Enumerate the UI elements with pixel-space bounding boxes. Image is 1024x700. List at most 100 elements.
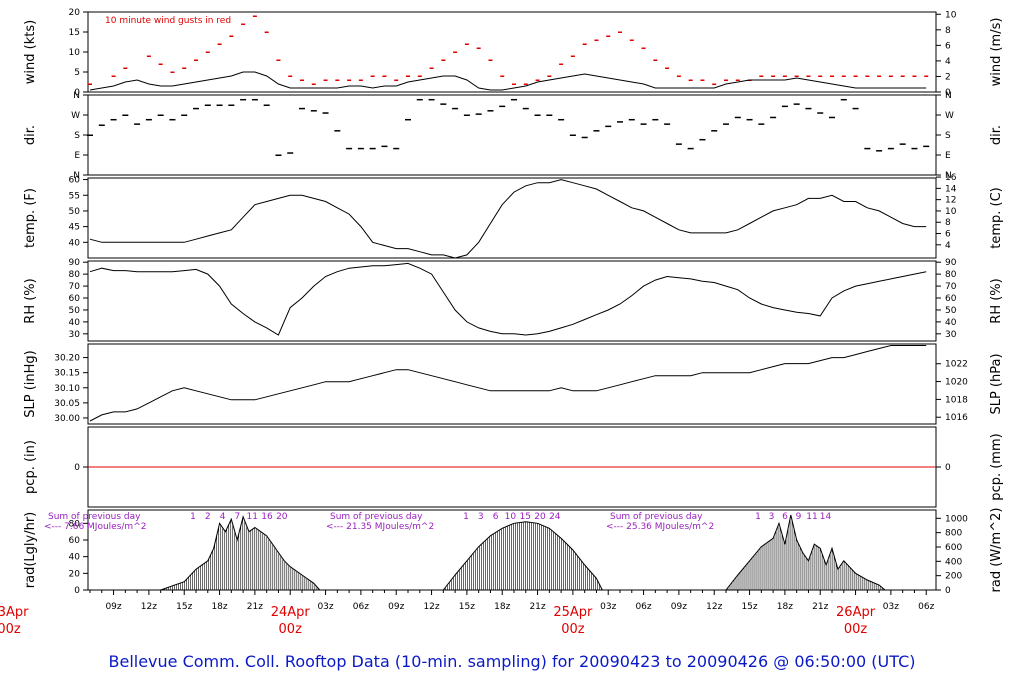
wind-direction-point	[817, 112, 824, 114]
rad-daily-sum-title: Sum of previous day	[610, 512, 703, 522]
time-tick-label: 18z	[777, 602, 793, 612]
wind-direction-point	[511, 98, 518, 101]
temp-right-tick-label: 4	[945, 241, 951, 251]
wind-direction-point	[275, 154, 282, 156]
radiation-outline	[160, 515, 321, 591]
wind-right-tick-label: 0	[945, 88, 951, 98]
dir-left-tick-label: N	[73, 91, 80, 101]
rad-hour-mark: 11	[806, 512, 817, 522]
wind-gust-point	[912, 75, 917, 77]
slp-right-axis-title: SLP (hPa)	[989, 353, 1004, 414]
rh-right-tick-label: 70	[945, 282, 957, 292]
wind-gust-point	[888, 75, 893, 77]
rad-hour-mark: 24	[549, 512, 561, 522]
wind-direction-point	[204, 104, 211, 106]
temp-left-axis-title: temp. (F)	[23, 188, 38, 248]
time-tick-label: 03z	[600, 602, 616, 612]
wind-direction-point	[322, 112, 329, 114]
time-tick-label: 21z	[247, 602, 263, 612]
rad-hour-mark: 3	[769, 512, 775, 522]
wind-direction-point	[287, 152, 294, 154]
wind-direction-point	[876, 150, 883, 152]
wind-direction-point	[405, 118, 412, 121]
rad-hour-mark: 20	[534, 512, 546, 522]
radiation-outline	[725, 514, 886, 591]
wind-gust-point	[806, 75, 811, 77]
rad-left-tick-label: 20	[69, 569, 81, 579]
temperature-line	[89, 179, 927, 259]
rad-left-tick-label: 40	[69, 553, 81, 563]
wind-direction-point	[852, 107, 859, 110]
wind-left-tick-label: 10	[69, 48, 81, 58]
wind-direction-point	[487, 110, 494, 112]
wind-direction-point	[134, 123, 141, 125]
wind-direction-point	[887, 147, 894, 150]
wind-direction-point	[240, 98, 247, 101]
wind-direction-point	[334, 130, 341, 132]
wind-gust-point	[441, 59, 446, 61]
wind-direction-point	[675, 143, 682, 145]
pcp-right-axis-title: pcp. (mm)	[989, 433, 1004, 500]
wind-direction-point	[617, 121, 624, 123]
dir-right-tick-label: E	[945, 151, 951, 161]
wind-right-tick-label: 6	[945, 41, 951, 51]
time-tick-day: 26Apr	[836, 605, 876, 620]
wind-gust-point	[488, 59, 493, 61]
dir-right-tick-label: N	[945, 91, 952, 101]
wind-gust-point	[453, 51, 458, 53]
pcp-right-tick-label: 0	[945, 463, 951, 473]
rad-hour-mark: 4	[220, 512, 226, 522]
rh-left-tick-label: 80	[69, 270, 81, 280]
wind-gust-point	[841, 75, 846, 77]
rh-panel	[87, 260, 937, 342]
wind-left-axis-title: wind (kts)	[23, 20, 38, 84]
slp-right-tick-label: 1016	[945, 413, 968, 423]
dir-left-tick-label: S	[74, 131, 80, 141]
time-tick-day: 24Apr	[271, 605, 311, 620]
wind-direction-point	[299, 107, 306, 110]
wind-direction-point	[593, 130, 600, 132]
rad-left-tick-label: 0	[74, 586, 80, 596]
rh-right-tick-label: 90	[945, 258, 957, 268]
wind-gust-point	[547, 75, 552, 77]
wind-direction-point	[687, 147, 694, 150]
dir-left-tick-label: N	[73, 171, 80, 181]
wind-direction-point	[628, 118, 635, 121]
wind-gust-point	[347, 79, 352, 81]
rh-right-tick-label: 50	[945, 306, 957, 316]
wind-gust-point	[900, 75, 905, 77]
wind-gust-point	[252, 15, 257, 17]
wind-direction-point	[263, 104, 270, 106]
rad-hour-mark: 2	[205, 512, 211, 522]
wind-gust-point	[782, 75, 787, 77]
wind-gust-point	[676, 75, 681, 77]
temp-right-tick-label: 16	[945, 173, 957, 183]
temp-left-tick-label: 40	[69, 238, 81, 248]
wind-gust-point	[217, 43, 222, 45]
temp-right-tick-label: 6	[945, 230, 951, 240]
temp-right-tick-label: 10	[945, 207, 957, 217]
wind-gust-point	[205, 51, 210, 53]
wind-gust-point	[276, 59, 281, 61]
rh-right-tick-label: 30	[945, 330, 957, 340]
wind-direction-point	[452, 107, 459, 110]
rad-right-tick-label: 400	[945, 557, 962, 567]
wind-gust-point	[500, 75, 505, 77]
time-tick-label: 12z	[141, 602, 157, 612]
wind-gust-point	[311, 83, 316, 85]
temp-left-tick-label: 50	[69, 207, 81, 217]
rad-left-tick-label: 80	[69, 519, 81, 529]
dir-right-tick-label: W	[945, 111, 954, 121]
wind-direction-point	[522, 107, 529, 110]
wind-direction-point	[840, 98, 847, 101]
wind-gust-point	[335, 79, 340, 81]
time-tick-label: 03z	[317, 602, 333, 612]
wind-direction-point	[369, 147, 376, 150]
wind-direction-point	[98, 124, 105, 126]
slp-panel	[87, 343, 937, 425]
wind-gust-point	[111, 75, 116, 77]
rad-hour-mark: 14	[820, 512, 832, 522]
wind-gust-point	[300, 79, 305, 81]
wind-direction-point	[251, 98, 258, 101]
